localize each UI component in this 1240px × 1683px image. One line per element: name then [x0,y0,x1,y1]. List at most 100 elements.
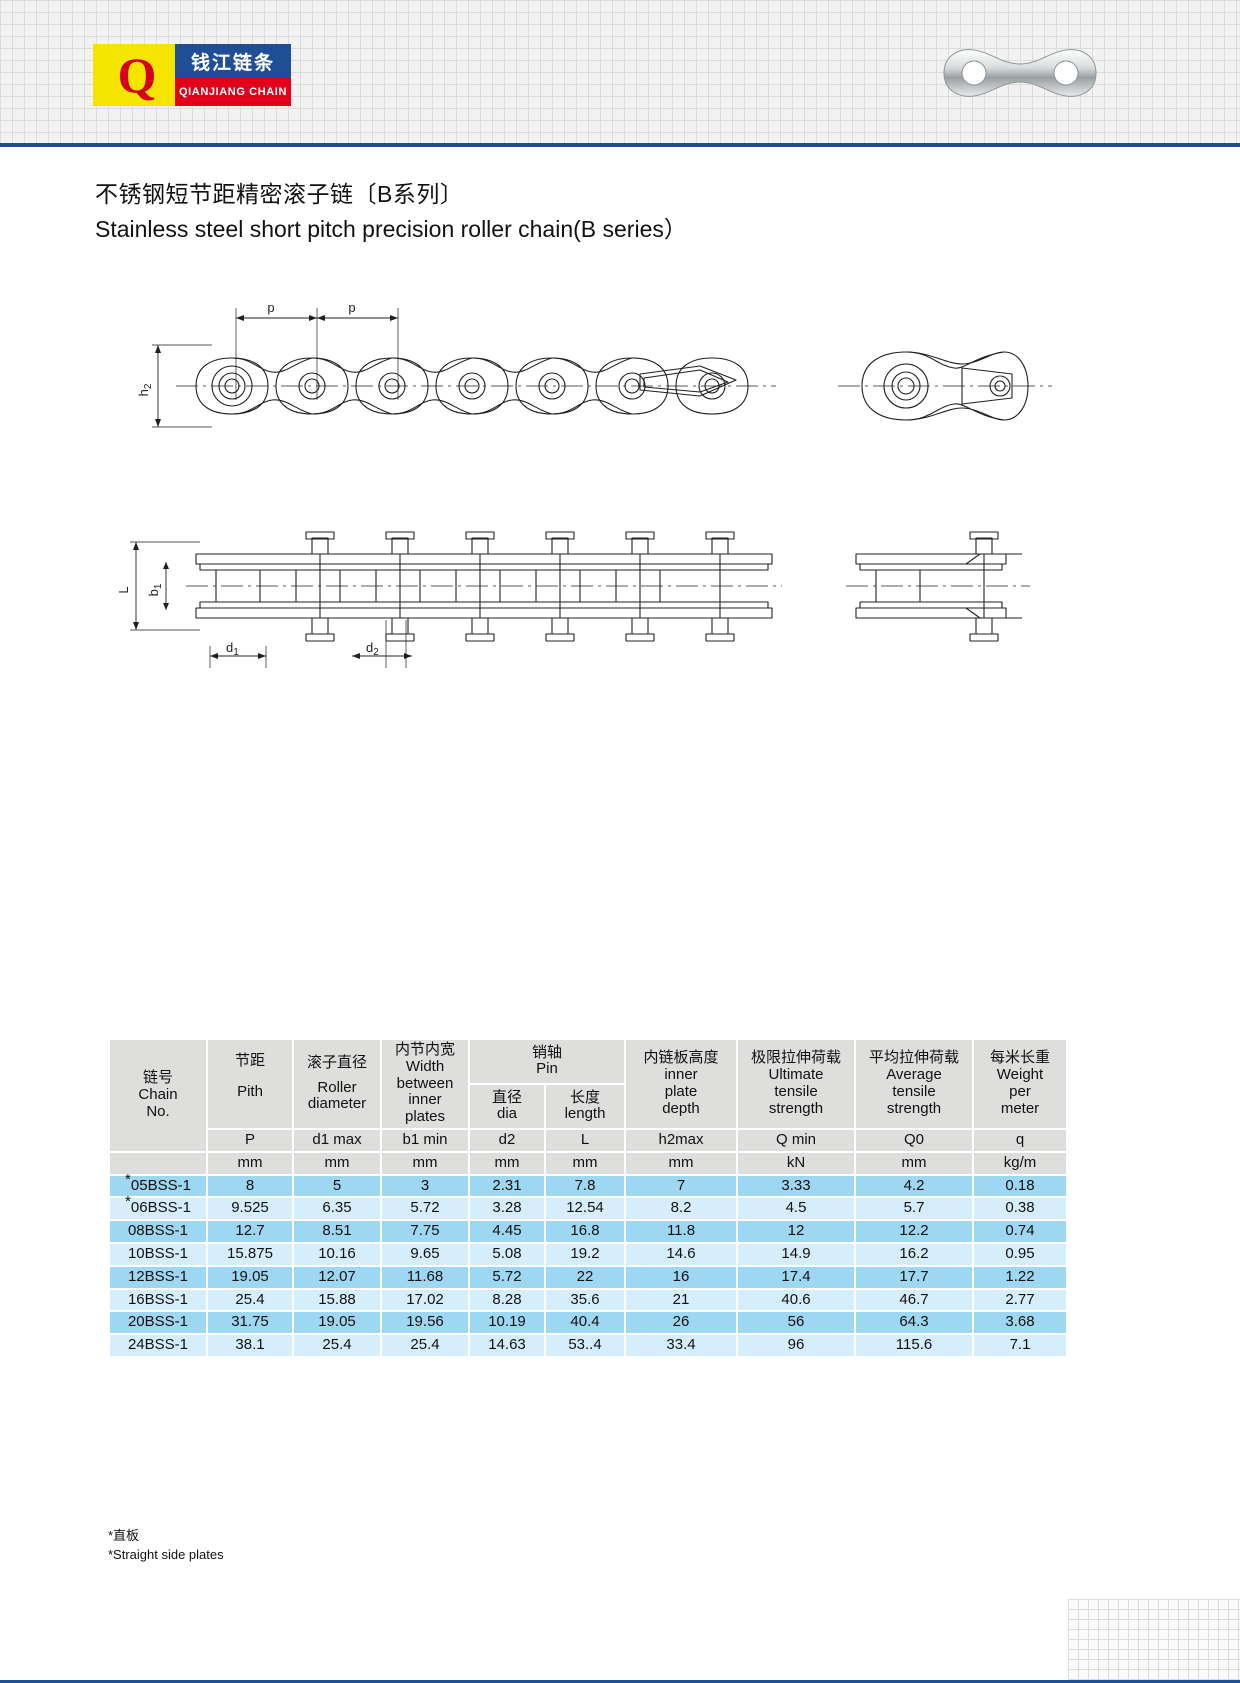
footer-corner-pattern [1068,1599,1240,1683]
table-row: 16BSS-1 25.4 15.88 17.02 8.28 35.6 21 40.6 46.7 2… [110,1289,1066,1311]
symbol-d2: d2 [470,1129,544,1151]
symbol-b1min: b1 min [382,1129,468,1151]
table-cell: 7.1 [974,1335,1066,1356]
table-cell: 12.07 [294,1266,380,1288]
table-cell: 15.88 [294,1289,380,1311]
table-cell: 2.31 [470,1175,544,1197]
symbol-q0: Q0 [856,1129,972,1151]
header-roller-diameter: 滚子直径 Roller diameter [294,1040,380,1128]
table-cell: 17.7 [856,1266,972,1288]
table-cell: 10.19 [470,1312,544,1334]
table-cell: 4.2 [856,1175,972,1197]
unit-qmin: kN [738,1152,854,1174]
table-cell: 31.75 [208,1312,292,1334]
table-cell: 7 [626,1175,736,1197]
table-row: 10BSS-1 15.875 10.16 9.65 5.08 19.2 14.6 14.9 16… [110,1243,1066,1265]
table-cell: 12.54 [546,1198,624,1220]
table-row: 20BSS-1 31.75 19.05 19.56 10.19 40.4 26 56 64.3 3… [110,1312,1066,1334]
header-pin-dia: 直径 dia [470,1084,544,1128]
table-cell: 4.45 [470,1221,544,1242]
table-row: 24BSS-1 38.1 25.4 25.4 14.63 53..4 33.4 96 115.6… [110,1335,1066,1356]
footnote: *直板 *Straight side plates [108,1527,224,1565]
table-cell: 38.1 [208,1335,292,1356]
label-pitch-p2: p [348,300,355,315]
table-cell: 9.525 [208,1198,292,1220]
unit-d2: mm [470,1152,544,1174]
chain-no-cell: 24BSS-1 [110,1335,206,1356]
table-cell: 19.2 [546,1243,624,1265]
drawing-plan-view [130,531,782,668]
logo-text-block: 钱江链条 QIANJIANG CHAIN [175,44,291,106]
header-divider-blue [0,143,1240,147]
table-cell: 17.4 [738,1266,854,1288]
table-cell: 2.77 [974,1289,1066,1311]
header-pin-group: 销轴 Pin [470,1040,624,1083]
table-cell: 0.38 [974,1198,1066,1220]
table-cell: 7.8 [546,1175,624,1197]
header-width-between-inner-plates: 内节内宽 Width between inner plates [382,1040,468,1128]
footer-divider [0,1680,1240,1683]
chain-no-cell: *05BSS-1 [110,1172,206,1197]
header-chain-no: 链号 Chain No. [110,1040,206,1151]
header-row-pin-sub: 直径 dia 长度 length [110,1084,1066,1128]
table-cell: 12 [738,1221,854,1242]
table-cell: 16.8 [546,1221,624,1242]
label-h2: h2 [136,383,154,396]
table-cell: 5.7 [856,1198,972,1220]
table-cell: 22 [546,1266,624,1288]
table-cell: 21 [626,1289,736,1311]
unit-d1max: mm [294,1152,380,1174]
table-cell: 0.95 [974,1243,1066,1265]
header-divider-white [0,147,1240,149]
table-cell: 0.74 [974,1221,1066,1242]
footnote-cn: *直板 [108,1528,140,1543]
chain-no-cell: 10BSS-1 [110,1243,206,1265]
drawing-offset-link-plan [846,531,1030,642]
table-cell: 40.4 [546,1312,624,1334]
table-cell: 8 [208,1175,292,1197]
logo-mark-icon: Q [93,44,175,106]
table-cell: 8.51 [294,1221,380,1242]
table-cell: 64.3 [856,1312,972,1334]
table-cell: 16 [626,1266,736,1288]
table-cell: 25.4 [382,1335,468,1356]
chain-no-cell: 16BSS-1 [110,1289,206,1311]
logo-name-cn: 钱江链条 [175,44,291,78]
chain-no-cell: *06BSS-1 [110,1194,206,1220]
chain-no-cell: 20BSS-1 [110,1312,206,1334]
table-cell: 12.2 [856,1221,972,1242]
table-cell: 1.22 [974,1266,1066,1288]
table-body: *05BSS-1 8 5 3 2.31 7.8 7 3.33 4.2 0.18 *06BSS-1 9.… [110,1172,1066,1356]
header-ultimate-tensile-strength: 极限拉伸荷载 Ultimate tensile strength [738,1040,854,1128]
table-cell: 8.2 [626,1198,736,1220]
table-cell: 56 [738,1312,854,1334]
header-pin-length: 长度 length [546,1084,624,1128]
header-row-names: 链号 Chain No. 节距 Pith 滚子直径 Roller diamete… [110,1040,1066,1151]
table-cell: 11.68 [382,1266,468,1288]
table-cell: 53..4 [546,1335,624,1356]
table-cell: 35.6 [546,1289,624,1311]
asterisk-marker: * [125,1193,131,1211]
table-cell: 25.4 [208,1289,292,1311]
table-cell: 0.18 [974,1175,1066,1197]
unit-b1min: mm [382,1152,468,1174]
label-d2: d2 [366,640,379,658]
table-cell: 40.6 [738,1289,854,1311]
table-cell: 19.56 [382,1312,468,1334]
logo-name-en: QIANJIANG CHAIN [175,78,291,106]
table-row: 12BSS-1 19.05 12.07 11.68 5.72 22 16 17.4 17.7 1.… [110,1266,1066,1288]
table-cell: 3.33 [738,1175,854,1197]
symbol-qmin: Q min [738,1129,854,1151]
header-inner-plate-depth: 内链板高度 inner plate depth [626,1040,736,1128]
table-cell: 46.7 [856,1289,972,1311]
table-cell: 3.68 [974,1312,1066,1334]
asterisk-marker: * [125,1170,131,1188]
symbol-h2max: h2max [626,1129,736,1151]
label-d1: d1 [226,640,239,658]
company-logo: Q 钱江链条 QIANJIANG CHAIN [93,44,291,106]
page-title-cn: 不锈钢短节距精密滚子链〔B系列〕 [95,181,464,207]
table-cell: 8.28 [470,1289,544,1311]
unit-h2max: mm [626,1152,736,1174]
label-pitch-p1: p [267,300,274,315]
chain-no-cell: 08BSS-1 [110,1221,206,1242]
